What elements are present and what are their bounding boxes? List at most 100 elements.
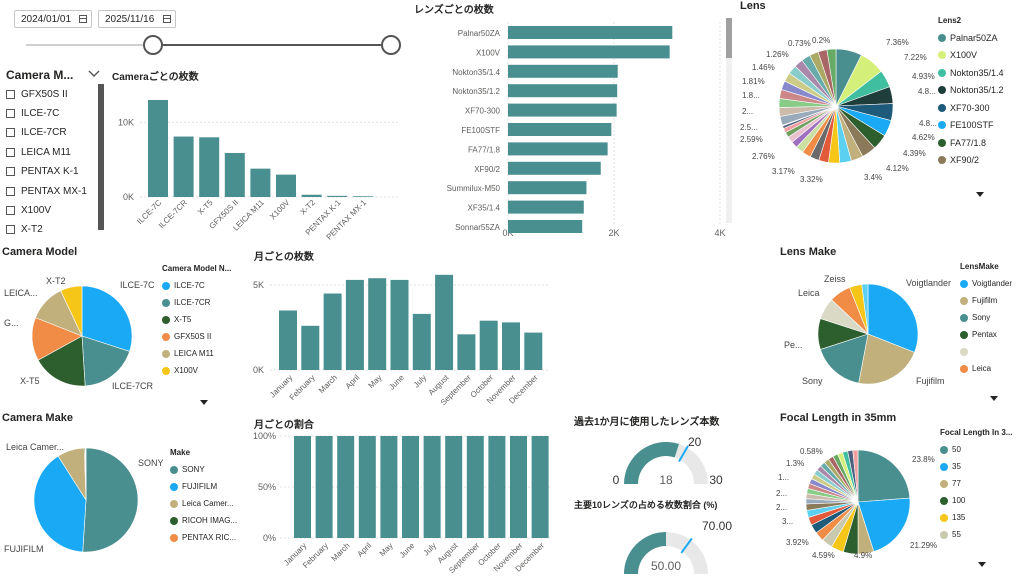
- legend-item[interactable]: Pentax: [960, 326, 1012, 343]
- bar-Nokton35/1.2: [508, 84, 618, 98]
- legend-item[interactable]: X-T5: [162, 311, 231, 328]
- bar-April: [345, 279, 364, 370]
- legend-item[interactable]: ILCE-7CR: [162, 294, 231, 311]
- legend-item[interactable]: 135: [940, 509, 1012, 526]
- chevron-down-icon[interactable]: [88, 70, 100, 78]
- checkbox[interactable]: [6, 186, 15, 196]
- slicer-item-x-t2[interactable]: X-T2: [6, 222, 43, 238]
- legend-item[interactable]: LEICA M11: [162, 345, 231, 362]
- checkbox[interactable]: [6, 128, 15, 138]
- legend-item[interactable]: Nokton35/1.2: [938, 82, 1004, 100]
- checkbox[interactable]: [6, 89, 15, 99]
- legend-item[interactable]: SONY: [170, 461, 237, 478]
- legend-title: Focal Length In 3...: [940, 428, 1013, 437]
- gauge-fill: [624, 442, 679, 484]
- end-date-value: 2025/11/16: [105, 14, 155, 25]
- legend-item[interactable]: Sony: [960, 309, 1012, 326]
- date-range-slider[interactable]: [10, 32, 410, 56]
- lens-scroll-track[interactable]: [726, 18, 732, 223]
- slicer-item-ilce-7cr[interactable]: ILCE-7CR: [6, 125, 67, 141]
- legend-label: RICOH IMAG...: [182, 516, 238, 525]
- slicer-item-x100v[interactable]: X100V: [6, 202, 51, 218]
- gauge-target-marker: [680, 537, 693, 554]
- legend-item[interactable]: 50: [940, 441, 1012, 458]
- bar-X100V: [276, 174, 296, 197]
- camera-model-legend: Camera Model N... ILCE-7C ILCE-7CR X-T5 GFX5…: [162, 264, 231, 379]
- checkbox[interactable]: [6, 205, 15, 215]
- legend-item[interactable]: GFX50S II: [162, 328, 231, 345]
- legend-item[interactable]: FUJIFILM: [170, 478, 237, 495]
- checkbox[interactable]: [6, 147, 15, 157]
- legend-item[interactable]: FA77/1.8: [938, 134, 1004, 152]
- caret-down-icon[interactable]: [990, 396, 998, 401]
- end-date-input[interactable]: 2025/11/16: [98, 10, 176, 28]
- caret-down-icon[interactable]: [978, 562, 986, 567]
- checkbox[interactable]: [6, 108, 15, 118]
- legend-marker: [938, 68, 946, 77]
- bar-January: [279, 310, 297, 370]
- slider-end-handle[interactable]: [381, 35, 401, 55]
- legend-item[interactable]: Leica: [960, 360, 1012, 377]
- legend-marker: [162, 298, 170, 307]
- legend-marker: [170, 516, 178, 525]
- legend-item[interactable]: Nokton35/1.4: [938, 64, 1004, 82]
- legend-item[interactable]: 77: [940, 475, 1012, 492]
- focal-pie-title: Focal Length in 35mm: [780, 412, 897, 424]
- legend-item[interactable]: XF70-300: [938, 99, 1004, 117]
- legend-item[interactable]: Leica Camer...: [170, 495, 237, 512]
- legend-item[interactable]: PENTAX RIC...: [170, 529, 237, 546]
- legend-item[interactable]: 55: [940, 526, 1012, 543]
- slicer-item-pentax-mx-1[interactable]: PENTAX MX-1: [6, 183, 87, 199]
- lens-scrollbar-thumb[interactable]: [726, 18, 732, 58]
- slicer-item-leica-m11[interactable]: LEICA M11: [6, 144, 71, 160]
- legend-item[interactable]: 100: [940, 492, 1012, 509]
- gauge-fill: [624, 532, 666, 574]
- pie-data-label: 3.32%: [800, 175, 823, 184]
- legend-item[interactable]: XF90/2: [938, 152, 1004, 170]
- y-tick-label: X100V: [476, 48, 501, 57]
- bar-Nokton35/1.4: [508, 64, 618, 78]
- pie-data-label: 4.62%: [912, 133, 935, 142]
- legend-item[interactable]: Fujifilm: [960, 292, 1012, 309]
- slicer-item-ilce-7c[interactable]: ILCE-7C: [6, 105, 59, 121]
- legend-item[interactable]: X100V: [938, 47, 1004, 65]
- bar-January: [294, 436, 311, 538]
- bar-XF70-300: [508, 103, 617, 117]
- legend-item[interactable]: RICOH IMAG...: [170, 512, 237, 529]
- legend-title: Lens2: [938, 16, 962, 25]
- bar-October: [488, 436, 506, 538]
- slicer-item-pentax-k-1[interactable]: PENTAX K-1: [6, 164, 79, 180]
- camera-model-pie-title: Camera Model: [2, 246, 78, 258]
- slider-start-handle[interactable]: [143, 35, 163, 55]
- calendar-icon[interactable]: [79, 15, 87, 23]
- bar-XF35/1.4: [508, 200, 584, 214]
- legend-marker: [938, 86, 946, 95]
- pie-slice-26: [852, 449, 859, 503]
- pie-data-label: 2.5...: [740, 123, 758, 132]
- bar-April: [358, 436, 376, 538]
- legend-item[interactable]: Voigtlander: [960, 275, 1012, 292]
- caret-down-icon[interactable]: [976, 192, 984, 197]
- legend-item[interactable]: 35: [940, 458, 1012, 475]
- calendar-icon[interactable]: [163, 15, 171, 23]
- legend-item[interactable]: [960, 343, 1012, 360]
- start-date-input[interactable]: 2024/01/01: [14, 10, 92, 28]
- bar-X100V: [508, 45, 670, 59]
- legend-item[interactable]: Palnar50ZA: [938, 29, 1004, 47]
- slicer-item-gfx50s-ii[interactable]: GFX50S II: [6, 86, 68, 102]
- pie-data-label: 4.93%: [912, 72, 935, 81]
- legend-item[interactable]: X100V: [162, 362, 231, 379]
- focal-pie-chart: 23.8% 21.29% 4.9% 4.59%3.92% 3... 2... 2... 1..…: [776, 447, 937, 560]
- legend-label: Fujifilm: [972, 296, 998, 305]
- x-tick-label: June: [387, 373, 406, 392]
- caret-down-icon[interactable]: [200, 400, 208, 405]
- legend-marker: [170, 533, 178, 542]
- checkbox[interactable]: [6, 167, 15, 177]
- legend-marker: [938, 121, 946, 130]
- checkbox[interactable]: [6, 225, 15, 235]
- gauge-target: 20: [688, 435, 702, 449]
- pie-data-label: 2...: [776, 489, 787, 498]
- slicer-scrollbar[interactable]: [98, 84, 104, 230]
- legend-item[interactable]: FE100STF: [938, 117, 1004, 135]
- legend-item[interactable]: ILCE-7C: [162, 277, 231, 294]
